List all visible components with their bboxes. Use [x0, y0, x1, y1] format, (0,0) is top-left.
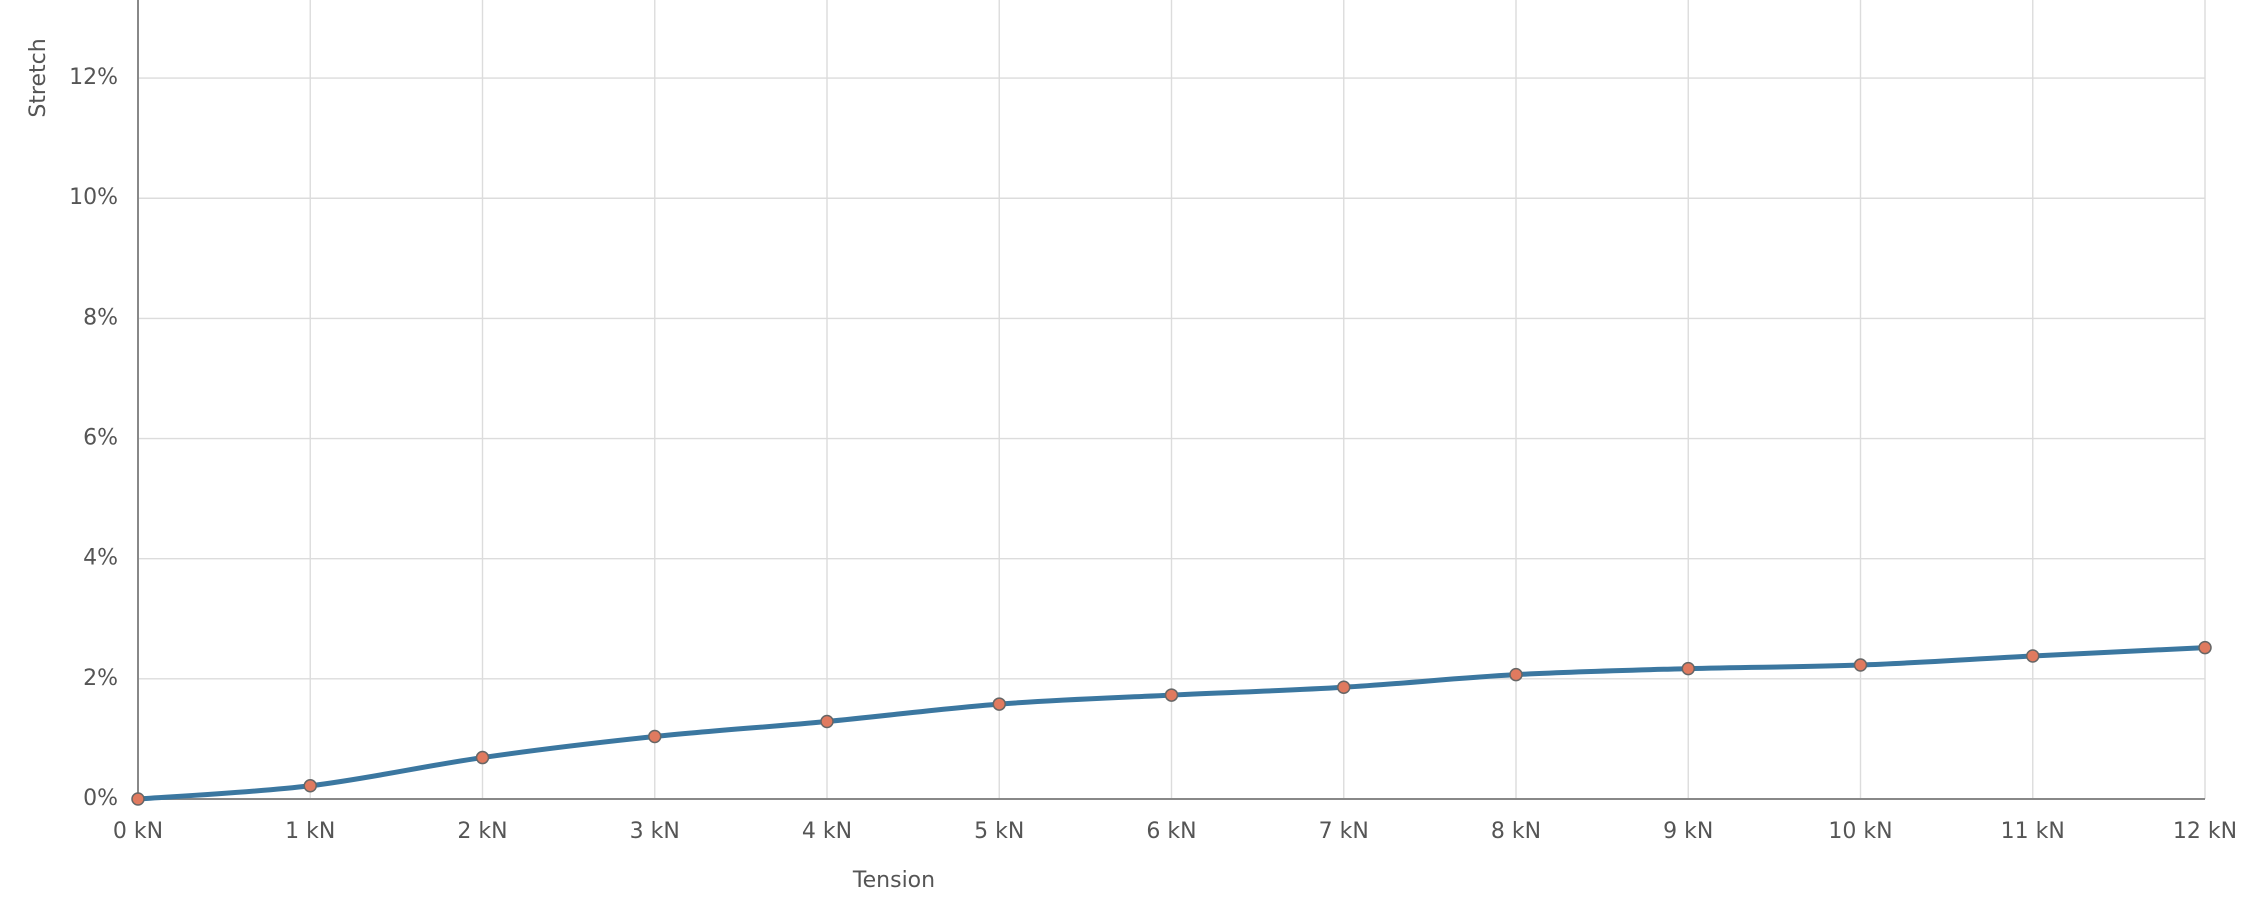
point: [1164, 688, 1179, 702]
x-tick-label: 1 kN: [285, 819, 335, 844]
point: [303, 779, 317, 793]
x-tick-label: 4 kN: [802, 819, 852, 844]
x-tick-label: 11 kN: [2001, 819, 2065, 844]
point: [1509, 667, 1523, 682]
point: [2198, 640, 2212, 655]
point: [1337, 680, 1351, 695]
y-tick-label: 12%: [69, 65, 118, 90]
x-tick-label: 3 kN: [630, 819, 680, 844]
y-axis-title: Stretch: [26, 38, 51, 117]
y-tick-label: 10%: [69, 185, 118, 210]
x-tick-label: 7 kN: [1319, 819, 1369, 844]
x-tick-label: 2 kN: [457, 819, 507, 844]
point: [820, 714, 834, 729]
y-tick-label: 4%: [83, 546, 118, 571]
point: [1853, 658, 1868, 672]
y-tick-label: 6%: [83, 426, 118, 451]
x-tick-label: 12 kN: [2173, 819, 2237, 844]
point: [648, 729, 662, 744]
point: [1681, 661, 1695, 676]
x-tick-label: 0 kN: [113, 819, 163, 844]
y-tick-label: 8%: [83, 305, 118, 330]
x-tick-label: 6 kN: [1146, 819, 1196, 844]
x-tick-label: 8 kN: [1491, 819, 1541, 844]
point: [131, 792, 145, 806]
y-tick-label: 0%: [83, 786, 118, 811]
x-tick-label: 10 kN: [1828, 819, 1892, 844]
x-axis-title: Tension: [852, 868, 935, 893]
y-tick-label: 2%: [83, 666, 118, 691]
x-tick-label: 5 kN: [974, 819, 1024, 844]
x-tick-label: 9 kN: [1663, 819, 1713, 844]
point: [992, 697, 1006, 711]
point: [2026, 649, 2040, 663]
point: [475, 750, 490, 765]
